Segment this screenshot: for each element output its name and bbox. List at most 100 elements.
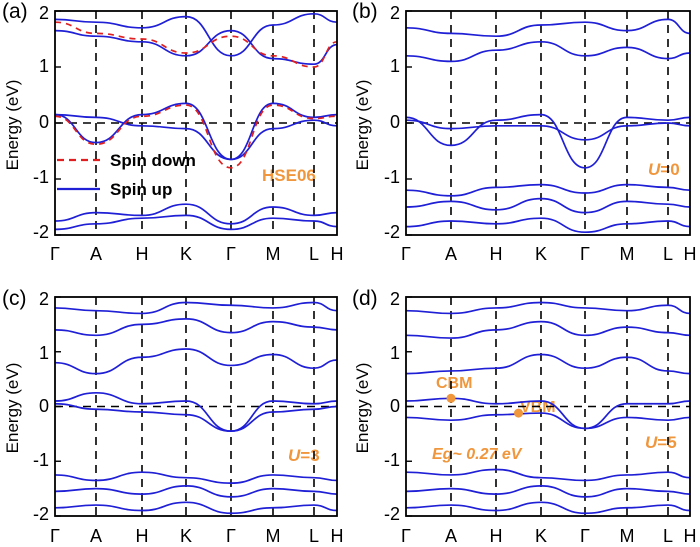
y-tick-label: 0 (39, 396, 49, 416)
spin-up-band (54, 113, 338, 161)
plot-area (54, 10, 338, 236)
spin-up-band (54, 203, 338, 225)
kpoint-label: H (490, 244, 503, 264)
panel-c: (c) Energy (eV) 2 1 0 -1 -2 Γ A H K Γ M … (2, 287, 344, 546)
y-axis-label: Energy (eV) (353, 80, 372, 171)
vbm-label: VBM (520, 399, 556, 416)
kpoint-label: A (90, 526, 102, 546)
spin-up-band (54, 485, 338, 498)
spin-up-band (405, 183, 691, 197)
spin-up-band (54, 12, 338, 57)
y-tick-label: 2 (39, 3, 49, 23)
y-tick-label: -1 (33, 167, 49, 187)
spin-up-band (405, 40, 691, 63)
kpoint-label: A (445, 244, 457, 264)
kpoint-label: K (535, 526, 547, 546)
spin-up-band (405, 217, 691, 234)
spin-up-band (54, 214, 338, 231)
spin-up-band (54, 102, 338, 161)
y-tick-label: 1 (390, 56, 400, 76)
y-tick-labels: 2 1 0 -1 -2 (33, 289, 49, 524)
u-annotation: U=3 (288, 446, 320, 465)
y-tick-label: -1 (384, 167, 400, 187)
kpoint-label: H (684, 244, 697, 264)
spin-up-band (405, 468, 691, 482)
spin-down-band (54, 104, 338, 169)
plot-area (405, 296, 691, 517)
kpoint-label: A (445, 526, 457, 546)
spin-up-band (405, 485, 691, 498)
y-axis-label: Energy (eV) (3, 80, 22, 171)
panel-label: (d) (352, 287, 378, 310)
cbm-marker (446, 393, 456, 403)
kpoint-label: Γ (401, 526, 411, 546)
panel-d: (d) Energy (eV) 2 1 0 -1 -2 Γ A H K Γ M … (352, 287, 697, 546)
band-gap-label: Eg~ 0.27 eV (432, 446, 523, 463)
panel-label: (a) (2, 0, 28, 23)
kpoint-label: H (684, 526, 697, 546)
method-annotation: HSE06 (262, 166, 316, 185)
y-tick-label: 2 (390, 3, 400, 23)
spin-up-band (405, 301, 691, 315)
spin-up-band (54, 29, 338, 66)
plot-frame (54, 296, 338, 517)
y-axis-label: Energy (eV) (353, 363, 372, 454)
kpoint-label: M (266, 526, 281, 546)
spin-up-band (54, 301, 338, 315)
kpoint-label: Γ (580, 526, 590, 546)
u-annotation: U=5 (645, 433, 677, 452)
kpoint-label: K (535, 244, 547, 264)
x-tick-labels: Γ A H K Γ M L H (401, 244, 696, 264)
kpoint-label: Γ (401, 244, 411, 264)
kpoint-label: H (136, 526, 149, 546)
y-tick-label: -1 (33, 450, 49, 470)
spin-up-band (405, 18, 691, 38)
y-tick-label: 0 (390, 396, 400, 416)
spin-up-band (54, 348, 338, 375)
panel-label: (c) (2, 287, 27, 310)
spin-down-band (54, 21, 338, 68)
y-axis-label: Energy (eV) (3, 363, 22, 454)
kpoint-label: K (180, 244, 192, 264)
kpoint-label: Γ (580, 244, 590, 264)
kpoint-label: H (136, 244, 149, 264)
spin-up-band (405, 197, 691, 214)
legend-entry-spin-up: Spin up (110, 180, 172, 199)
kpoint-label: H (331, 244, 344, 264)
y-tick-label: 2 (390, 289, 400, 309)
kpoint-label: M (266, 244, 281, 264)
y-tick-label: -2 (33, 504, 49, 524)
kpoint-label: M (620, 526, 635, 546)
kpoint-label: Γ (50, 526, 60, 546)
spin-up-band (54, 501, 338, 515)
spin-up-band (54, 318, 338, 337)
kpoint-label: L (309, 244, 319, 264)
x-tick-labels: Γ A H K Γ M L H (50, 244, 343, 264)
spin-up-band (405, 113, 691, 169)
panel-label: (b) (352, 0, 378, 23)
spin-up-band (405, 397, 691, 430)
y-tick-label: 0 (390, 112, 400, 132)
cbm-label: CBM (436, 375, 472, 392)
y-tick-labels: 2 1 0 -1 -2 (33, 3, 49, 242)
y-tick-label: 1 (39, 343, 49, 363)
kpoint-label: L (663, 526, 673, 546)
panel-b: (b) Energy (eV) 2 1 0 -1 -2 Γ A H K Γ M … (352, 0, 697, 264)
spin-up-band (54, 391, 338, 432)
y-tick-label: -2 (384, 504, 400, 524)
y-tick-labels: 2 1 0 -1 -2 (384, 3, 400, 242)
panel-a: (a) Energy (eV) 2 1 0 -1 -2 Γ A H K Γ M … (2, 0, 344, 264)
x-tick-labels: Γ A H K Γ M L H (401, 526, 696, 546)
kpoint-label: H (331, 526, 344, 546)
kpoint-label: A (90, 244, 102, 264)
kpoint-label: L (663, 244, 673, 264)
kpoint-label: K (180, 526, 192, 546)
spin-up-band (405, 320, 691, 339)
y-tick-labels: 2 1 0 -1 -2 (384, 289, 400, 524)
y-tick-label: -1 (384, 450, 400, 470)
plot-area (405, 10, 691, 236)
plot-frame (54, 10, 338, 236)
y-tick-label: 2 (39, 289, 49, 309)
kpoint-label: Γ (226, 244, 236, 264)
spin-up-band (405, 412, 691, 430)
